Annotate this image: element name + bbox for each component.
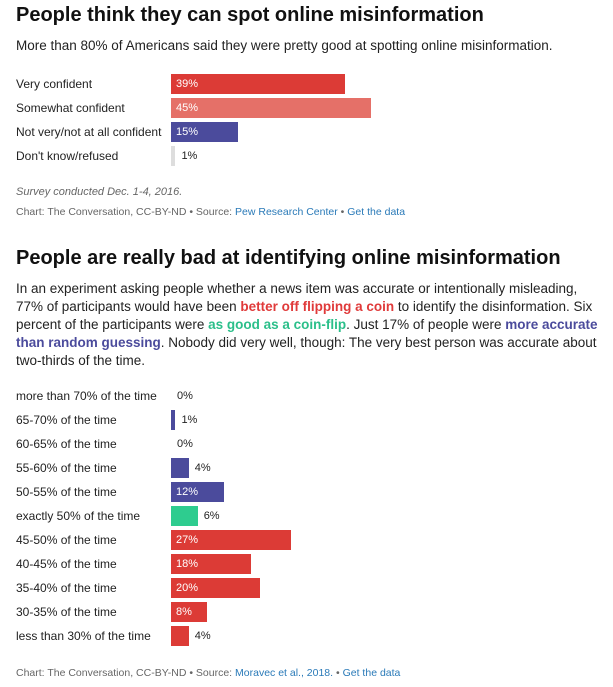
get-data-link[interactable]: Get the data bbox=[342, 667, 401, 679]
chart1-title: People think they can spot online misinf… bbox=[16, 4, 484, 26]
bar bbox=[171, 98, 372, 118]
value-label: 27% bbox=[176, 534, 199, 546]
bar bbox=[171, 626, 189, 646]
value-label: 8% bbox=[176, 606, 192, 618]
category-label: less than 30% of the time bbox=[16, 629, 151, 643]
source-prefix: Chart: The Conversation, CC-BY-ND • Sour… bbox=[16, 667, 236, 679]
highlight-coin-flip-better: better off flipping a coin bbox=[240, 299, 395, 314]
source-separator: • bbox=[337, 206, 348, 218]
bar bbox=[171, 482, 225, 502]
highlight-as-good-as-coin-flip: as good as a coin-flip bbox=[208, 317, 347, 332]
chart2-description: In an experiment asking people whether a… bbox=[16, 280, 606, 370]
description-text-1: In an experiment asking people whether a… bbox=[16, 281, 578, 314]
value-label: 6% bbox=[203, 510, 220, 522]
bar bbox=[171, 458, 189, 478]
description-text-4: . Nobody did very well, though: The very… bbox=[16, 335, 597, 368]
bar bbox=[171, 530, 292, 550]
highlight-more-accurate: more accurate than random guessing bbox=[16, 317, 598, 350]
value-label: 4% bbox=[194, 462, 211, 474]
value-label: 15% bbox=[176, 126, 199, 138]
source-link[interactable]: Pew Research Center bbox=[235, 206, 338, 218]
source-link[interactable]: Moravec et al., 2018. bbox=[235, 667, 334, 679]
chart1-source: Chart: The Conversation, CC-BY-ND • Sour… bbox=[16, 206, 405, 218]
value-label: 0% bbox=[177, 390, 193, 402]
chart2-source: Chart: The Conversation, CC-BY-ND • Sour… bbox=[16, 667, 400, 679]
category-label: Don't know/refused bbox=[16, 149, 119, 163]
bar bbox=[171, 122, 238, 142]
description-text-3: . Just 17% of people were bbox=[346, 317, 506, 332]
category-label: Not very/not at all confident bbox=[16, 125, 162, 139]
value-label: 20% bbox=[176, 582, 199, 594]
category-label: 45-50% of the time bbox=[16, 533, 117, 547]
bar bbox=[171, 506, 198, 526]
category-label: Somewhat confident bbox=[16, 101, 125, 115]
category-label: 60-65% of the time bbox=[16, 437, 117, 451]
bar bbox=[171, 410, 176, 430]
category-label: more than 70% of the time bbox=[16, 389, 157, 403]
value-label: 4% bbox=[194, 630, 211, 642]
chart2-title: People are really bad at identifying onl… bbox=[16, 247, 561, 269]
source-prefix: Chart: The Conversation, CC-BY-ND • Sour… bbox=[16, 206, 236, 218]
chart1-note: Survey conducted Dec. 1-4, 2016. bbox=[16, 186, 183, 198]
chart1-subtitle: More than 80% of Americans said they wer… bbox=[16, 38, 553, 53]
bar bbox=[171, 146, 176, 166]
value-label: 39% bbox=[176, 78, 199, 90]
get-data-link[interactable]: Get the data bbox=[347, 206, 406, 218]
category-label: 40-45% of the time bbox=[16, 557, 117, 571]
bar bbox=[171, 578, 260, 598]
bar bbox=[171, 602, 207, 622]
category-label: Very confident bbox=[16, 77, 93, 91]
category-label: 65-70% of the time bbox=[16, 413, 117, 427]
description-text-2: to identify the disinformation. Six perc… bbox=[16, 299, 593, 332]
bar bbox=[171, 74, 345, 94]
category-label: 55-60% of the time bbox=[16, 461, 117, 475]
category-label: 30-35% of the time bbox=[16, 605, 117, 619]
bar bbox=[171, 554, 252, 574]
category-label: exactly 50% of the time bbox=[16, 509, 141, 523]
value-label: 1% bbox=[181, 150, 198, 162]
value-label: 12% bbox=[176, 486, 199, 498]
category-label: 35-40% of the time bbox=[16, 581, 117, 595]
source-separator: • bbox=[333, 667, 343, 679]
value-label: 18% bbox=[176, 558, 199, 570]
value-label: 45% bbox=[176, 102, 199, 114]
category-label: 50-55% of the time bbox=[16, 485, 117, 499]
value-label: 1% bbox=[181, 414, 198, 426]
value-label: 0% bbox=[177, 438, 193, 450]
